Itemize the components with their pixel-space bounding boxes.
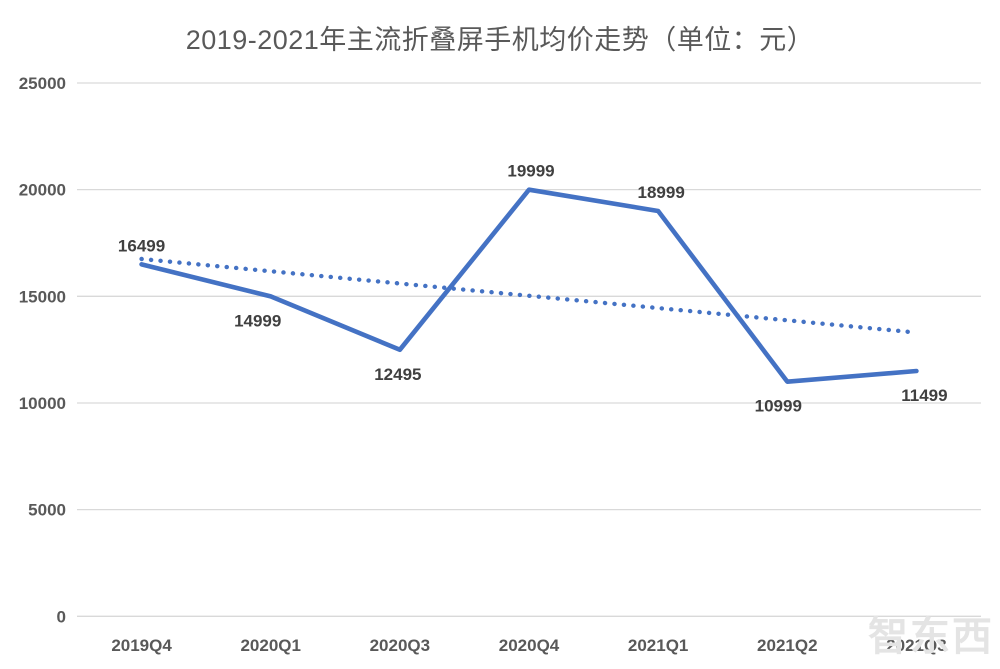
data-label: 16499 xyxy=(118,236,165,255)
watermark-text: 智东西 xyxy=(868,615,994,659)
x-axis-label: 2021Q1 xyxy=(628,636,689,655)
x-axis-label: 2020Q1 xyxy=(240,636,301,655)
data-label: 18999 xyxy=(638,183,685,202)
y-axis-label: 0 xyxy=(57,607,66,626)
y-axis-label: 15000 xyxy=(19,287,66,306)
trendline xyxy=(139,256,919,335)
x-axis-label: 2021Q3 xyxy=(886,636,947,655)
x-axis-label: 2020Q3 xyxy=(370,636,431,655)
x-axis-label: 2021Q2 xyxy=(757,636,818,655)
y-axis-label: 5000 xyxy=(28,501,66,520)
x-axis-label: 2019Q4 xyxy=(111,636,172,655)
series-line xyxy=(139,187,919,384)
data-label: 12495 xyxy=(374,365,421,384)
y-axis-label: 20000 xyxy=(19,181,66,200)
x-axis-label: 2020Q4 xyxy=(499,636,560,655)
data-label: 19999 xyxy=(507,162,554,181)
chart-title: 2019-2021年主流折叠屏手机均价走势（单位：元） xyxy=(185,25,815,55)
data-label: 10999 xyxy=(755,397,802,416)
y-axis-label: 25000 xyxy=(19,74,66,93)
data-label: 11499 xyxy=(901,386,947,405)
data-label: 14999 xyxy=(234,311,281,330)
y-axis-label: 10000 xyxy=(19,394,66,413)
watermark-logo: 智东西 xyxy=(868,617,994,657)
